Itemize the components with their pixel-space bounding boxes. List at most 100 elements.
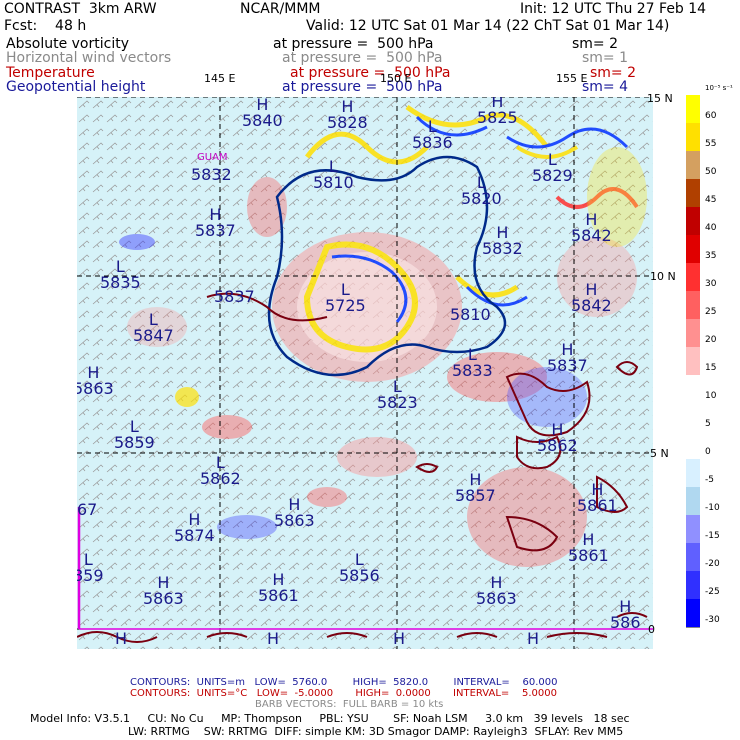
pressure-center: L 5856 — [339, 550, 380, 585]
temperature-contour — [267, 155, 507, 377]
legend-units: 10⁻⁵ s⁻¹ — [705, 84, 733, 92]
pressure-center: L 5836 — [412, 117, 453, 152]
pressure-center: H 5837 — [547, 340, 588, 375]
lat-lon-grid — [77, 97, 653, 649]
contours-temperature-info: CONTOURS: UNITS=°C LOW= -5.0000 HIGH= 0.… — [130, 688, 557, 699]
legend-tick-label: 20 — [705, 335, 717, 345]
legend-swatch — [686, 291, 700, 320]
legend-swatch — [686, 179, 700, 208]
pressure-center: 5837 — [214, 287, 255, 306]
legend-swatch — [686, 599, 700, 628]
pressure-center: 5810 — [450, 305, 491, 324]
legend-tick-label: 35 — [705, 251, 717, 261]
legend-swatch — [686, 487, 700, 516]
legend-swatch — [686, 123, 700, 152]
lon-label-150e: 150 E — [380, 72, 412, 85]
legend-tick-label: 10 — [705, 391, 717, 401]
pressure-center: L 5725 — [325, 280, 366, 315]
legend-swatch — [686, 207, 700, 236]
forecast-hour: Fcst: 48 h — [4, 18, 87, 34]
pressure-center: H 5863 — [274, 495, 315, 530]
legend-tick-label: 25 — [705, 307, 717, 317]
contours-height-info: CONTOURS: UNITS=m LOW= 5760.0 HIGH= 5820… — [130, 677, 558, 688]
org-label: NCAR/MMM — [240, 1, 321, 17]
field-name-geopotential: Geopotential height — [6, 79, 146, 95]
land-outlines — [77, 292, 648, 643]
pressure-center: L 5859 — [114, 417, 155, 452]
legend-tick-label: 45 — [705, 195, 717, 205]
model-info-line2: LW: RRTMG SW: RRTMG DIFF: simple KM: 3D … — [128, 725, 624, 738]
map-canvas — [77, 97, 653, 649]
legend-swatch — [686, 319, 700, 348]
field-level-vorticity: at pressure = 500 hPa — [273, 36, 434, 52]
pressure-center: H 5842 — [571, 210, 612, 245]
legend-swatch — [686, 347, 700, 376]
legend-tick-label: 15 — [705, 363, 717, 373]
field-name-wind: Horizontal wind vectors — [6, 50, 172, 66]
legend-swatch — [686, 235, 700, 264]
legend-swatch — [686, 459, 700, 488]
pressure-center: 5832 — [191, 165, 232, 184]
lat-label-15n: 15 N — [647, 92, 673, 105]
legend-swatch — [686, 571, 700, 600]
legend-tick-label: -10 — [705, 503, 720, 513]
legend-tick-label: 30 — [705, 279, 717, 289]
pressure-center: H — [393, 629, 406, 648]
pressure-center: H — [115, 629, 128, 648]
legend-tick-label: 55 — [705, 139, 717, 149]
pressure-center: L 5810 — [313, 157, 354, 192]
legend-swatch — [686, 151, 700, 180]
legend-tick-label: 5 — [705, 419, 711, 429]
pressure-center: H 5842 — [571, 280, 612, 315]
wind-barbs-field — [77, 97, 653, 649]
pressure-center: H 5832 — [482, 223, 523, 258]
pressure-center: H 5861 — [258, 570, 299, 605]
legend-tick-label: 60 — [705, 111, 717, 121]
init-time: Init: 12 UTC Thu 27 Feb 14 — [520, 1, 707, 17]
field-sm-geopotential: sm= 4 — [582, 79, 629, 95]
legend-tick-label: -15 — [705, 531, 720, 541]
pressure-center: H 5863 — [476, 573, 517, 608]
barb-vectors-info: BARB VECTORS: FULL BARB = 10 kts — [255, 699, 444, 710]
lat-label-5n: 5 N — [650, 447, 669, 460]
guam-label: GUAM — [197, 152, 228, 163]
field-name-temperature: Temperature — [6, 65, 95, 81]
valid-time: Valid: 12 UTC Sat 01 Mar 14 (22 ChT Sat … — [306, 18, 670, 34]
pressure-center: H 5857 — [455, 470, 496, 505]
legend-tick-label: -25 — [705, 587, 720, 597]
pressure-center: H — [267, 629, 280, 648]
lon-label-145e: 145 E — [204, 72, 236, 85]
pressure-center: L 5862 — [200, 453, 241, 488]
legend-swatch — [686, 431, 700, 460]
pressure-center: H 5861 — [568, 530, 609, 565]
weather-map: GUAM H 5840 H 5828 H 5825 L 5836 5832 L 5810 … — [77, 97, 653, 649]
field-sm-temperature: sm= 2 — [590, 65, 637, 81]
legend-tick-label: -20 — [705, 559, 720, 569]
pressure-center: H 5874 — [174, 510, 215, 545]
pressure-center: L 859 — [77, 550, 104, 585]
legend-swatch — [686, 375, 700, 404]
pressure-center: H — [527, 629, 540, 648]
pressure-center: L 5820 — [461, 173, 502, 208]
pressure-center: H 5863 — [143, 573, 184, 608]
pressure-center: L 5847 — [133, 310, 174, 345]
legend-swatch — [686, 543, 700, 572]
legend-tick-label: -5 — [705, 475, 714, 485]
pressure-center: H 5840 — [242, 97, 283, 130]
plot-title: CONTRAST 3km ARW — [4, 1, 157, 17]
pressure-center: L 5833 — [452, 345, 493, 380]
pressure-center: H 5837 — [195, 205, 236, 240]
pressure-center: H 5825 — [477, 97, 518, 127]
vorticity-color-legend — [686, 89, 700, 649]
legend-swatch — [686, 403, 700, 432]
pressure-center: H 5861 — [577, 480, 618, 515]
legend-tick-label: 40 — [705, 223, 717, 233]
pressure-center: L 5835 — [100, 257, 141, 292]
pressure-center: H 5863 — [77, 363, 114, 398]
legend-swatch — [686, 95, 700, 124]
lat-label-0: 0 — [648, 623, 655, 636]
legend-swatch — [686, 263, 700, 292]
model-info-line1: Model Info: V3.5.1 CU: No Cu MP: Thompso… — [30, 712, 630, 725]
legend-tick-label: 0 — [705, 447, 711, 457]
pressure-center: H 5862 — [537, 420, 578, 455]
